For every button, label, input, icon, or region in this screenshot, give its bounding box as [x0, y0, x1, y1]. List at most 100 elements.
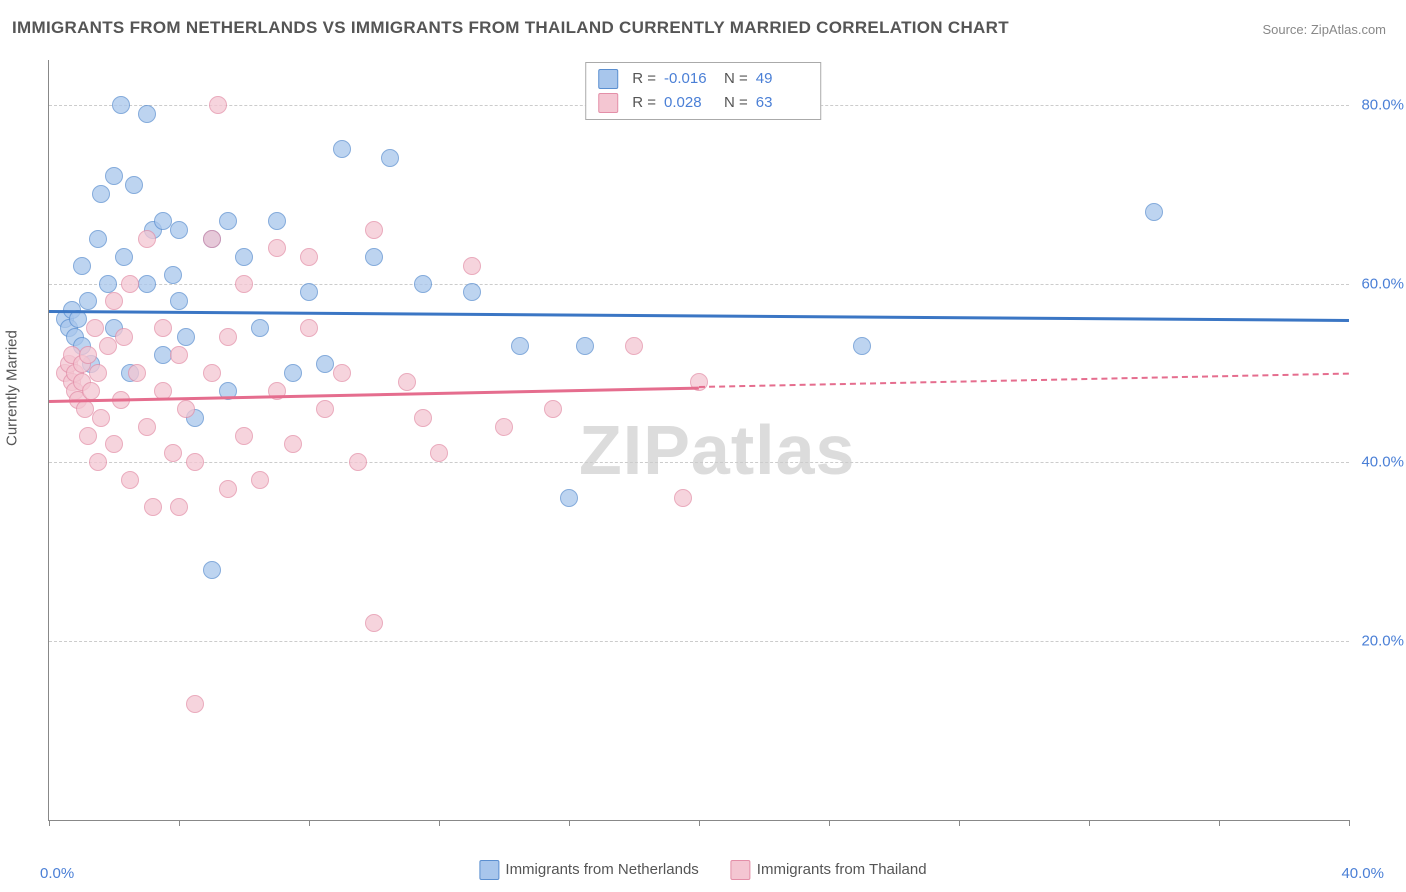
data-point: [92, 185, 110, 203]
data-point: [381, 149, 399, 167]
data-point: [235, 275, 253, 293]
trend-line: [699, 373, 1349, 388]
data-point: [414, 409, 432, 427]
data-point: [333, 364, 351, 382]
data-point: [177, 400, 195, 418]
data-point: [300, 319, 318, 337]
data-point: [112, 96, 130, 114]
legend-swatch: [731, 860, 751, 880]
data-point: [463, 283, 481, 301]
data-point: [209, 96, 227, 114]
data-point: [69, 310, 87, 328]
data-point: [203, 364, 221, 382]
legend-r-label: R =: [632, 67, 656, 91]
data-point: [82, 382, 100, 400]
x-tick: [569, 820, 570, 826]
y-tick-label: 20.0%: [1354, 633, 1404, 650]
legend-label: Immigrants from Thailand: [757, 861, 927, 878]
x-tick: [829, 820, 830, 826]
legend-n-value: 63: [756, 91, 808, 115]
data-point: [164, 444, 182, 462]
y-tick-label: 40.0%: [1354, 454, 1404, 471]
data-point: [203, 561, 221, 579]
data-point: [76, 400, 94, 418]
data-point: [73, 257, 91, 275]
data-point: [79, 427, 97, 445]
data-point: [154, 319, 172, 337]
data-point: [300, 283, 318, 301]
data-point: [144, 498, 162, 516]
x-tick: [309, 820, 310, 826]
data-point: [235, 248, 253, 266]
chart-title: IMMIGRANTS FROM NETHERLANDS VS IMMIGRANT…: [12, 18, 1009, 38]
data-point: [89, 453, 107, 471]
legend-r-label: R =: [632, 91, 656, 115]
x-tick: [699, 820, 700, 826]
trend-line: [49, 386, 699, 402]
data-point: [414, 275, 432, 293]
data-point: [121, 471, 139, 489]
data-point: [186, 453, 204, 471]
legend-n-label: N =: [724, 67, 748, 91]
data-point: [284, 435, 302, 453]
data-point: [316, 355, 334, 373]
legend-swatch: [479, 860, 499, 880]
data-point: [79, 346, 97, 364]
data-point: [625, 337, 643, 355]
legend-n-label: N =: [724, 91, 748, 115]
data-point: [219, 480, 237, 498]
data-point: [105, 167, 123, 185]
data-point: [316, 400, 334, 418]
data-point: [365, 248, 383, 266]
data-point: [365, 614, 383, 632]
data-point: [138, 230, 156, 248]
legend-r-value: -0.016: [664, 67, 716, 91]
data-point: [251, 471, 269, 489]
legend-top-row: R =-0.016N =49: [598, 67, 808, 91]
data-point: [349, 453, 367, 471]
legend-label: Immigrants from Netherlands: [505, 861, 698, 878]
data-point: [170, 346, 188, 364]
y-axis-title: Currently Married: [4, 330, 21, 446]
x-tick: [179, 820, 180, 826]
data-point: [89, 230, 107, 248]
trend-line: [49, 310, 1349, 321]
data-point: [674, 489, 692, 507]
data-point: [105, 292, 123, 310]
data-point: [164, 266, 182, 284]
x-tick: [49, 820, 50, 826]
y-tick-label: 60.0%: [1354, 275, 1404, 292]
x-axis-max-label: 40.0%: [1341, 865, 1384, 882]
data-point: [154, 212, 172, 230]
data-point: [203, 230, 221, 248]
x-tick: [1089, 820, 1090, 826]
data-point: [121, 275, 139, 293]
data-point: [268, 212, 286, 230]
gridline: [49, 641, 1349, 642]
data-point: [1145, 203, 1163, 221]
data-point: [138, 275, 156, 293]
data-point: [86, 319, 104, 337]
data-point: [560, 489, 578, 507]
data-point: [105, 435, 123, 453]
data-point: [125, 176, 143, 194]
data-point: [99, 337, 117, 355]
data-point: [170, 292, 188, 310]
data-point: [115, 328, 133, 346]
legend-top-row: R =0.028N =63: [598, 91, 808, 115]
data-point: [511, 337, 529, 355]
data-point: [138, 418, 156, 436]
data-point: [576, 337, 594, 355]
data-point: [251, 319, 269, 337]
data-point: [219, 212, 237, 230]
data-point: [89, 364, 107, 382]
data-point: [115, 248, 133, 266]
legend-bottom: Immigrants from Netherlands Immigrants fr…: [479, 860, 926, 880]
legend-item: Immigrants from Thailand: [731, 860, 927, 880]
x-tick: [439, 820, 440, 826]
x-tick: [1219, 820, 1220, 826]
data-point: [544, 400, 562, 418]
data-point: [177, 328, 195, 346]
data-point: [495, 418, 513, 436]
legend-swatch: [598, 93, 618, 113]
